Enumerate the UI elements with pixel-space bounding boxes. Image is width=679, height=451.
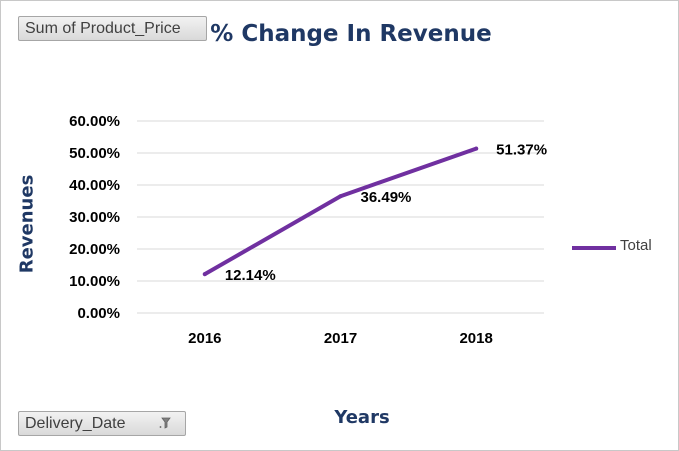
y-tick-label: 0.00%: [77, 305, 120, 322]
y-tick-label: 30.00%: [69, 209, 120, 226]
axis-field-label: Delivery_Date: [25, 415, 126, 432]
y-tick-label: 40.00%: [69, 177, 120, 194]
data-label: 12.14%: [225, 267, 276, 284]
legend-line-swatch: [572, 246, 616, 250]
axis-field-button[interactable]: Delivery_Date: [18, 411, 186, 436]
value-field-button[interactable]: Sum of Product_Price: [18, 16, 207, 41]
x-tick-label: 2017: [324, 330, 357, 347]
data-point: [474, 146, 479, 151]
data-label: 51.37%: [496, 142, 547, 159]
data-label: 36.49%: [361, 189, 412, 206]
legend-label: Total: [620, 237, 652, 254]
x-axis-title: Years: [334, 407, 390, 428]
y-tick-label: 20.00%: [69, 241, 120, 258]
x-tick-label: 2016: [188, 330, 221, 347]
chart-title: % Change In Revenue: [210, 21, 492, 47]
value-field-label: Sum of Product_Price: [25, 20, 181, 37]
series-line: [202, 146, 479, 277]
data-point: [338, 194, 343, 199]
y-tick-label: 10.00%: [69, 273, 120, 290]
x-tick-label: 2018: [459, 330, 492, 347]
filter-icon[interactable]: [159, 416, 173, 430]
y-tick-label: 50.00%: [69, 145, 120, 162]
y-tick-label: 60.00%: [69, 113, 120, 130]
data-point: [202, 272, 207, 277]
